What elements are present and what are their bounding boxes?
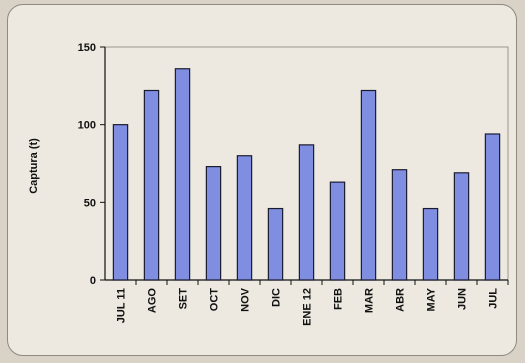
- x-tick-label: NOV: [240, 287, 252, 312]
- bar: [391, 169, 408, 281]
- bar: [360, 89, 377, 281]
- bar: [205, 166, 222, 281]
- x-tick-label: DIC: [271, 288, 283, 307]
- y-tick-label: 100: [78, 120, 96, 132]
- y-tick-label: 50: [84, 197, 96, 209]
- bar: [112, 124, 129, 281]
- bar: [236, 155, 253, 281]
- chart-frame: [7, 4, 517, 356]
- x-tick-label: FEB: [333, 288, 345, 310]
- y-tick-label: 0: [90, 275, 96, 287]
- bar: [484, 133, 501, 281]
- y-tick-label: 150: [78, 42, 96, 54]
- x-tick-label: MAY: [426, 287, 438, 311]
- y-axis-label: Captura (t): [28, 138, 40, 194]
- x-tick-label: JUL 11: [116, 288, 128, 323]
- x-tick-label: JUL: [488, 288, 500, 309]
- x-tick-label: ENE 12: [302, 288, 314, 326]
- x-tick-label: MAR: [364, 288, 376, 313]
- plot-area: 0 50 100 150 JUL 11 AGO SET OCT NOV DIC ENE 12 FEB M…: [78, 42, 509, 326]
- x-tick-label: AGO: [147, 288, 159, 314]
- bar: [422, 207, 439, 281]
- bar: [174, 68, 191, 281]
- bar: [329, 181, 346, 281]
- bar: [298, 144, 315, 281]
- x-tick-label: SET: [178, 288, 190, 310]
- bar: [143, 89, 160, 281]
- x-tick-label: ABR: [395, 288, 407, 312]
- bar: [267, 207, 284, 281]
- bar: [453, 172, 470, 281]
- x-tick-label: JUN: [457, 288, 469, 310]
- x-tick-label: OCT: [209, 288, 221, 312]
